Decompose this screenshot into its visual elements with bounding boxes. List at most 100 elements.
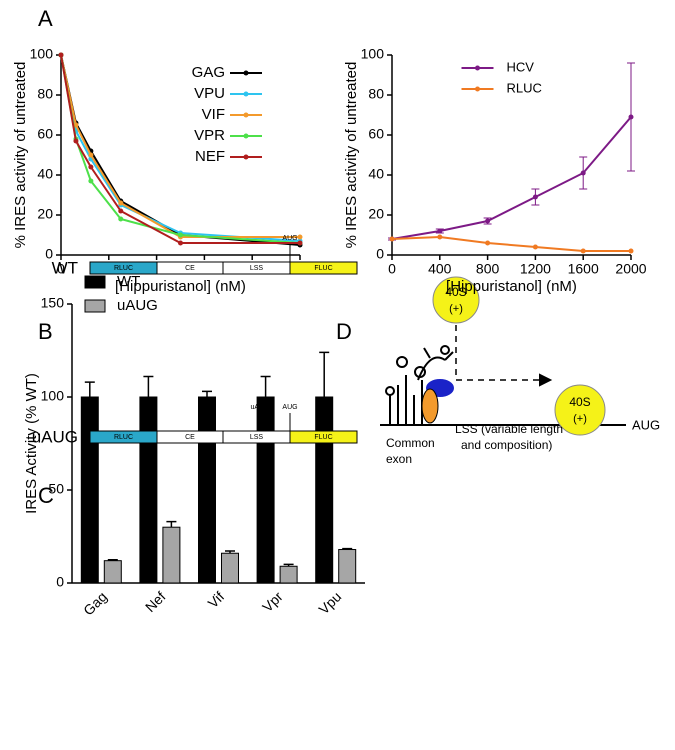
bar — [279, 565, 298, 584]
legend-swatch — [243, 133, 249, 139]
data-point — [485, 218, 491, 224]
error-bar — [107, 559, 118, 561]
x-tick-label: 2000 — [615, 261, 646, 277]
error-bar — [84, 381, 95, 397]
ribosome — [432, 276, 480, 324]
data-point — [580, 170, 586, 176]
construct-name: uAUG — [32, 427, 78, 446]
bar — [103, 560, 122, 584]
y-tick-label: 100 — [361, 46, 385, 62]
legend-label: GAG — [192, 64, 225, 81]
data-point — [437, 228, 443, 234]
legend-label: VIF — [202, 106, 225, 123]
y-tick-label: 0 — [376, 246, 384, 262]
codon-label: AUG — [632, 417, 660, 432]
error-bar — [342, 547, 353, 550]
y-tick-label: 80 — [368, 86, 384, 102]
y-tick-label: 20 — [368, 206, 384, 222]
data-point — [178, 232, 183, 238]
x-tick-label: Vpr — [259, 588, 286, 615]
y-axis-label: % IRES activity of untreated — [12, 62, 29, 249]
x-tick-label: 0 — [388, 261, 396, 277]
data-point — [118, 216, 124, 222]
x-tick-label: 1600 — [568, 261, 599, 277]
segment-label: RLUC — [114, 265, 133, 272]
data-point — [118, 208, 124, 214]
panel-label: D — [336, 319, 352, 344]
structure — [417, 347, 454, 381]
lss-label: LSS (variable length — [455, 422, 563, 436]
legend-label: VPU — [194, 85, 225, 102]
x-tick-label: 0 — [57, 261, 65, 277]
data-point — [73, 138, 79, 144]
series-line — [60, 54, 301, 242]
series-line — [60, 54, 300, 244]
y-tick-label: 100 — [41, 388, 65, 404]
series-line — [60, 54, 301, 246]
y-tick-label: 150 — [41, 295, 65, 311]
ribosome-charge: (+) — [573, 413, 587, 425]
segment-label: CE — [185, 434, 195, 441]
segment-label: LSS — [250, 434, 264, 441]
data-point — [88, 178, 94, 184]
series-line — [391, 116, 632, 240]
legend-swatch — [243, 154, 249, 160]
data-point — [628, 248, 634, 254]
x-tick-label: Vif — [205, 588, 228, 611]
legend-swatch — [243, 112, 249, 118]
scan-arrow — [455, 325, 540, 381]
x-tick-label: 400 — [428, 261, 452, 277]
y-tick-label: 40 — [368, 166, 384, 182]
y-axis-label: % IRES activity of untreated — [343, 62, 360, 249]
ribosome-label: 40S — [569, 395, 590, 409]
series-line — [60, 54, 300, 238]
panel-label: C — [38, 483, 54, 508]
data-point — [437, 234, 443, 240]
panel-label: A — [38, 6, 53, 31]
data-point — [73, 122, 79, 128]
data-point — [485, 240, 491, 246]
y-axis-label: IRES Activity (% WT) — [23, 373, 40, 514]
exon-label: Common — [386, 436, 435, 450]
error-bar — [260, 375, 271, 397]
x-tick-label: Vpu — [316, 588, 345, 617]
y-tick-label: 50 — [48, 481, 64, 497]
legend-swatch — [84, 275, 106, 289]
legend-swatch — [475, 86, 480, 92]
construct-segment — [289, 430, 358, 444]
x-axis-label: [Hippuristanol] (nM) — [446, 278, 577, 295]
bar — [162, 526, 181, 584]
data-point — [580, 248, 586, 254]
data-point — [532, 244, 538, 250]
segment-label: LSS — [250, 265, 264, 272]
loop — [385, 386, 395, 396]
data-point — [118, 200, 124, 206]
construct-segment — [289, 261, 358, 275]
legend-label: VPR — [194, 127, 225, 144]
series-line — [60, 54, 301, 244]
y-tick-label: 60 — [368, 126, 384, 142]
stem-loops — [389, 375, 423, 425]
legend-label: NEF — [195, 148, 225, 165]
segment-label: RLUC — [114, 434, 133, 441]
error-bar — [143, 375, 154, 397]
panel-label: B — [38, 319, 53, 344]
legend-swatch — [475, 65, 480, 71]
x-tick-label: 800 — [476, 261, 500, 277]
y-tick-label: 60 — [37, 126, 53, 142]
legend-label: uAUG — [117, 297, 158, 314]
error-bar — [319, 351, 330, 397]
x-axis-label: [Hippuristanol] (nM) — [115, 278, 246, 295]
x-tick-label: Nef — [142, 588, 169, 615]
error-bar — [166, 520, 177, 528]
data-point — [628, 114, 634, 120]
legend-swatch — [243, 91, 249, 97]
data-point — [88, 152, 94, 158]
marker-label: AUG — [282, 404, 297, 411]
legend-label: HCV — [507, 59, 535, 74]
legend-label: RLUC — [507, 80, 542, 95]
data-point — [58, 52, 64, 58]
loop — [396, 356, 408, 368]
bar — [80, 396, 99, 584]
